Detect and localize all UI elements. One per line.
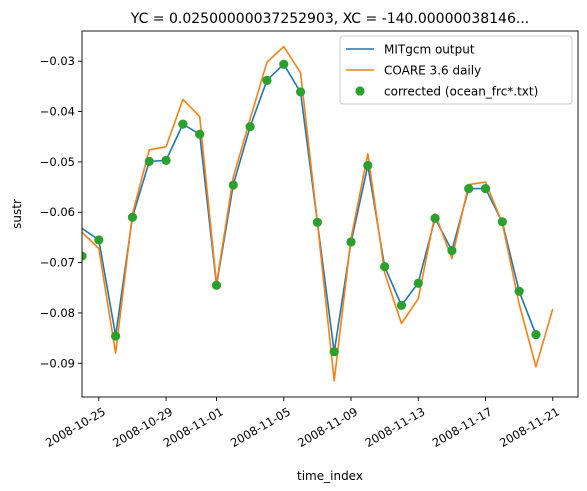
x-tick-label: 2008-11-21 [497, 404, 562, 450]
x-axis-label: time_index [297, 469, 363, 483]
data-point [228, 180, 238, 190]
x-tick-label: 2008-10-25 [43, 404, 108, 450]
data-point [295, 87, 306, 97]
y-tick-label: −0.06 [40, 205, 75, 219]
x-tick-label: 2008-11-13 [362, 404, 427, 450]
legend-box [339, 35, 573, 105]
data-point [245, 122, 255, 132]
legend: MITgcm output COARE 3.6 daily corrected (o… [339, 35, 573, 105]
y-tick-label: −0.04 [40, 105, 75, 119]
data-point [447, 245, 457, 256]
x-tick-label: 2008-11-05 [228, 404, 293, 450]
y-tick-label: −0.07 [40, 256, 75, 270]
legend-label: corrected (ocean_frc*.txt) [384, 85, 538, 99]
x-tick-label: 2008-11-09 [295, 404, 360, 450]
data-point [531, 329, 541, 340]
data-point [127, 212, 138, 222]
legend-swatch-marker [355, 86, 365, 96]
y-tick-label: −0.03 [40, 54, 75, 68]
data-point [480, 183, 491, 194]
data-point [195, 129, 205, 139]
data-point [497, 217, 507, 227]
data-point [312, 217, 322, 227]
data-point [161, 155, 171, 165]
legend-label: MITgcm output [384, 43, 475, 57]
chart-title: YC = 0.02500000037252903, XC = -140.0000… [130, 11, 529, 27]
data-point [363, 160, 373, 171]
data-point [413, 278, 423, 288]
data-point [279, 59, 289, 69]
data-point [430, 213, 440, 223]
y-tick-label: −0.09 [40, 356, 75, 370]
data-point [82, 251, 87, 261]
data-point [178, 119, 188, 129]
plot-frame [81, 30, 579, 398]
y-tick-label: −0.05 [40, 155, 75, 169]
legend-label: COARE 3.6 daily [384, 64, 481, 78]
y-tick-label: −0.08 [40, 306, 75, 320]
data-point [262, 75, 272, 85]
series-line-0 [82, 63, 537, 353]
data-point [514, 286, 524, 296]
data-point [211, 280, 222, 290]
series-layer [82, 45, 554, 382]
y-axis: −0.03 −0.04 −0.05 −0.06 −0.07 −0.08 −0.09 [40, 54, 82, 370]
data-point [396, 300, 407, 310]
data-point [464, 183, 474, 194]
y-axis-label: sustr [10, 199, 24, 229]
data-point [94, 235, 104, 245]
data-point [346, 237, 356, 247]
data-point [144, 156, 154, 166]
x-tick-label: 2008-11-17 [430, 404, 495, 450]
data-point [329, 347, 339, 357]
data-point [111, 331, 121, 341]
data-point [380, 262, 390, 272]
